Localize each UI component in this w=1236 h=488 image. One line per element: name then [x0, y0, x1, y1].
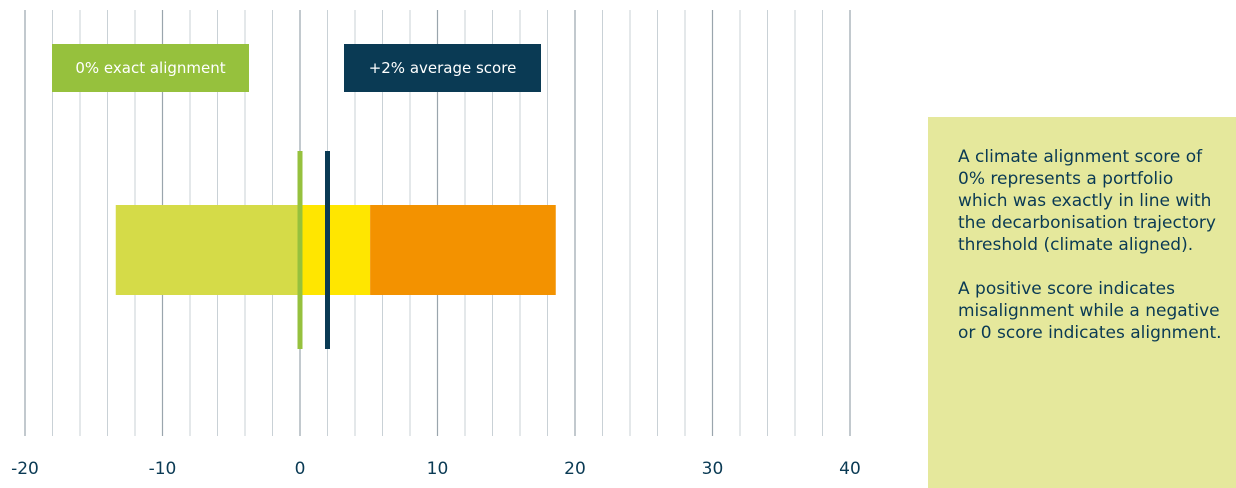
explanation-note: A climate alignment score of 0% represen… [928, 117, 1236, 488]
bar-segment-3 [370, 205, 556, 295]
note-paragraph-2: A positive score indicates misalignment … [958, 279, 1222, 343]
bar-segment-1 [115, 205, 300, 295]
x-tick-label: 20 [564, 459, 586, 479]
note-paragraph-1: A climate alignment score of 0% represen… [958, 147, 1216, 255]
score-markers [297, 151, 330, 349]
score-range-bar [115, 205, 556, 295]
x-tick-label: 40 [839, 459, 861, 479]
bar-segment-2 [300, 205, 371, 295]
x-tick-label: 10 [427, 459, 449, 479]
exact-alignment-label: 0% exact alignment [52, 44, 249, 92]
x-tick-label: -10 [149, 459, 177, 479]
x-tick-label: -20 [11, 459, 39, 479]
x-tick-label: 30 [702, 459, 724, 479]
x-tick-label: 0 [295, 459, 306, 479]
exact-alignment-marker [297, 151, 303, 349]
x-axis-tick-labels: -20 -10 0 10 20 30 40 [11, 459, 861, 479]
average-score-label: +2% average score [344, 44, 541, 92]
average-score-marker [325, 151, 330, 349]
